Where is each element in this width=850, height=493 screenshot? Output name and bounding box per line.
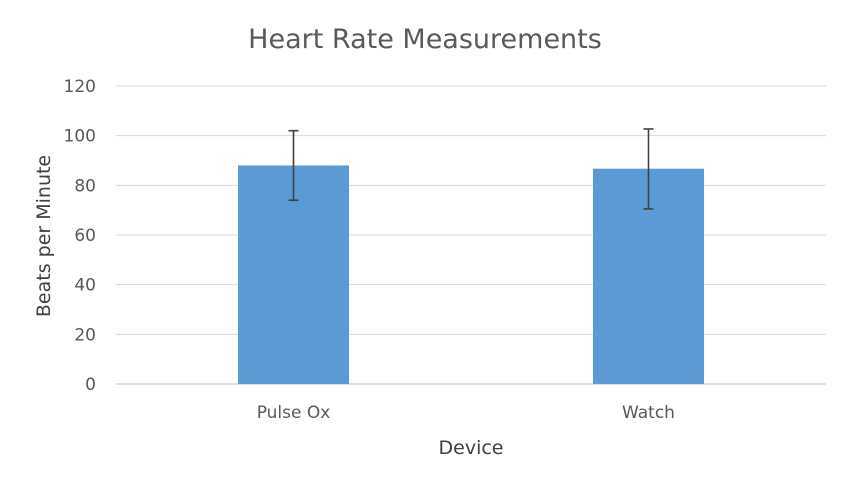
chart-title: Heart Rate Measurements	[248, 24, 602, 55]
y-tick-label: 100	[64, 127, 96, 147]
y-tick-label: 20	[74, 325, 96, 345]
bar-pulse-ox	[238, 165, 349, 384]
x-tick-labels: Pulse Ox Watch	[257, 403, 675, 423]
error-bar-watch	[643, 128, 654, 210]
y-tick-label: 60	[74, 226, 96, 246]
gridlines	[116, 85, 826, 385]
error-bar-pulse-ox	[288, 129, 299, 202]
y-tick-label: 40	[74, 276, 96, 296]
y-tick-labels: 0 20 40 60 80 100 120	[64, 77, 96, 395]
bars	[238, 165, 704, 384]
y-tick-label: 0	[85, 375, 96, 395]
error-bars	[288, 128, 654, 210]
x-tick-label: Watch	[622, 403, 675, 423]
y-tick-label: 120	[64, 77, 96, 97]
y-axis-label: Beats per Minute	[33, 155, 55, 317]
x-tick-label: Pulse Ox	[257, 403, 331, 423]
y-tick-label: 80	[74, 176, 96, 196]
x-axis-label: Device	[439, 437, 504, 459]
